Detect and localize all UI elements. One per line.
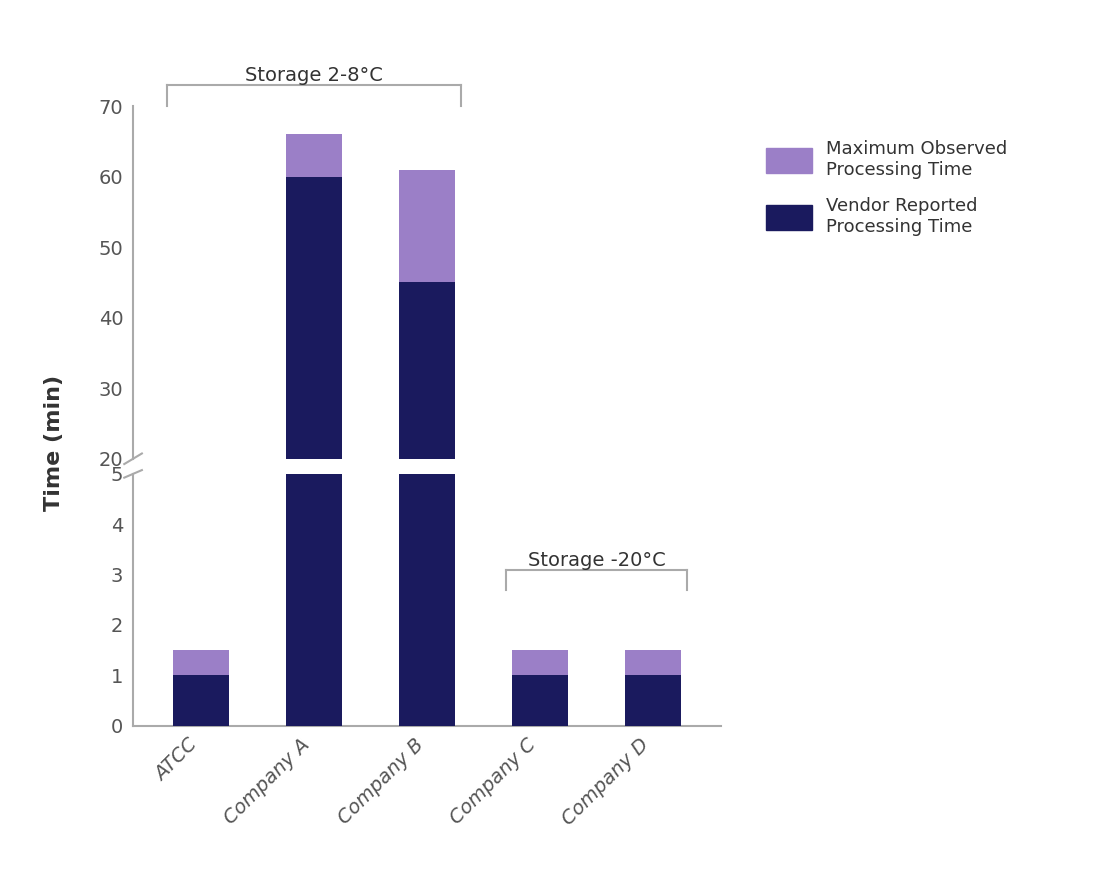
Bar xyxy=(511,675,568,726)
Bar xyxy=(399,170,455,282)
Bar xyxy=(511,593,568,600)
Text: Storage -20°C: Storage -20°C xyxy=(528,550,665,570)
Bar xyxy=(286,135,343,177)
Bar xyxy=(399,0,455,726)
Bar xyxy=(173,593,230,600)
Bar xyxy=(286,0,343,726)
Bar xyxy=(624,593,681,600)
Text: Storage 2-8°C: Storage 2-8°C xyxy=(245,66,383,85)
Bar xyxy=(511,589,568,593)
Bar xyxy=(624,589,681,593)
Bar xyxy=(173,589,230,593)
Bar xyxy=(173,650,230,675)
Bar xyxy=(624,675,681,726)
Bar xyxy=(173,675,230,726)
Legend: Maximum Observed
Processing Time, Vendor Reported
Processing Time: Maximum Observed Processing Time, Vendor… xyxy=(760,133,1015,243)
Text: Time (min): Time (min) xyxy=(44,374,64,511)
Bar xyxy=(511,650,568,675)
Bar xyxy=(399,282,455,600)
Bar xyxy=(624,650,681,675)
Bar xyxy=(286,177,343,600)
